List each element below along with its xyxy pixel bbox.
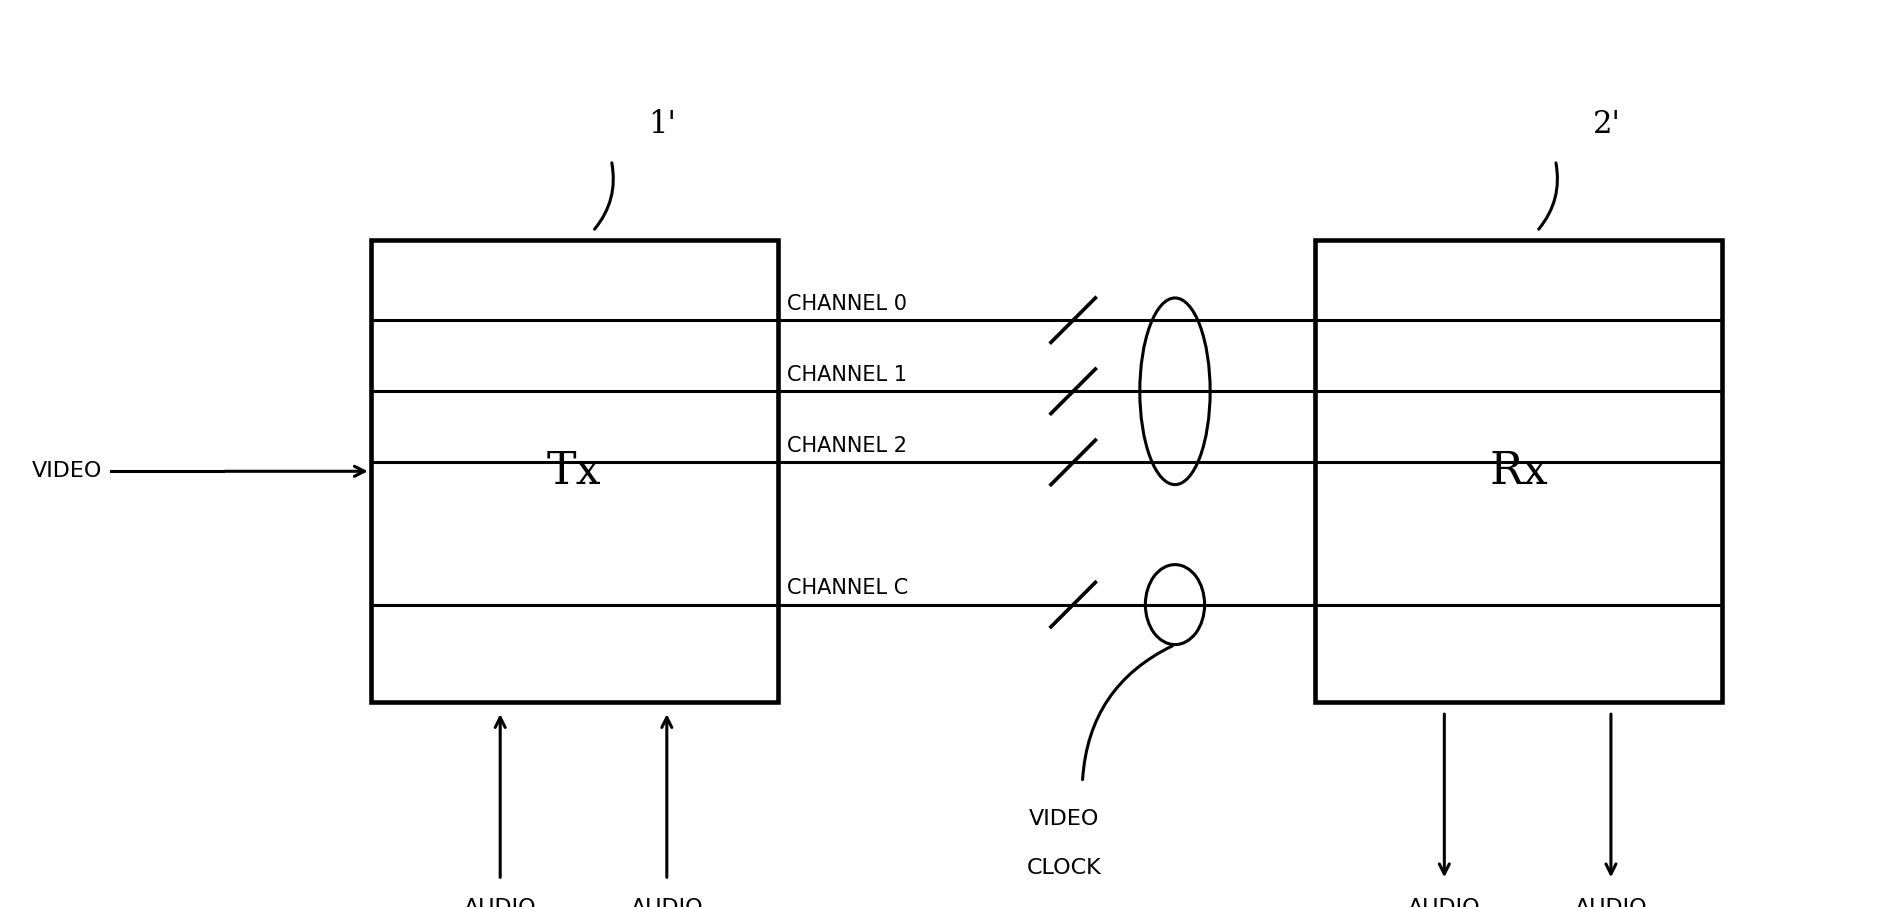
Bar: [370, 240, 778, 702]
Text: AUDIO: AUDIO: [631, 898, 703, 907]
Text: AUDIO: AUDIO: [465, 898, 536, 907]
Text: VIDEO: VIDEO: [32, 462, 102, 482]
Text: Rx: Rx: [1489, 450, 1547, 493]
Text: AUDIO: AUDIO: [1575, 898, 1647, 907]
Text: VIDEO: VIDEO: [1030, 809, 1099, 829]
Text: 1': 1': [648, 109, 676, 140]
Text: 2': 2': [1592, 109, 1621, 140]
Text: AUDIO: AUDIO: [1407, 898, 1481, 907]
Text: CHANNEL C: CHANNEL C: [788, 579, 909, 599]
Text: CHANNEL 1: CHANNEL 1: [788, 365, 907, 385]
Text: Tx: Tx: [548, 450, 601, 493]
Text: CLOCK: CLOCK: [1026, 858, 1101, 878]
Text: CHANNEL 0: CHANNEL 0: [788, 294, 907, 314]
Text: CHANNEL 2: CHANNEL 2: [788, 436, 907, 456]
Bar: [1315, 240, 1723, 702]
